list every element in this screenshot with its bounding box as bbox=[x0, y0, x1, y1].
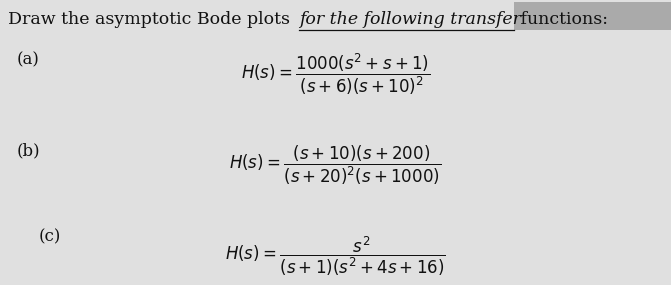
Text: Draw the asymptotic Bode plots: Draw the asymptotic Bode plots bbox=[8, 11, 295, 28]
FancyBboxPatch shape bbox=[514, 2, 671, 30]
Text: (c): (c) bbox=[39, 228, 61, 245]
Text: $H(s) = \dfrac{(s + 10)(s + 200)}{(s + 20)^{2}(s + 1000)}$: $H(s) = \dfrac{(s + 10)(s + 200)}{(s + 2… bbox=[229, 144, 442, 187]
Text: $H(s) = \dfrac{s^{2}}{(s + 1)(s^{2} + 4s + 16)}$: $H(s) = \dfrac{s^{2}}{(s + 1)(s^{2} + 4s… bbox=[225, 235, 446, 278]
Text: (b): (b) bbox=[17, 142, 40, 160]
Text: functions:: functions: bbox=[515, 11, 609, 28]
Text: $H(s) = \dfrac{1000(s^{2} + s + 1)}{(s + 6)(s + 10)^{2}}$: $H(s) = \dfrac{1000(s^{2} + s + 1)}{(s +… bbox=[241, 51, 430, 97]
Text: (a): (a) bbox=[17, 51, 40, 68]
Text: for the following transfer: for the following transfer bbox=[299, 11, 521, 28]
